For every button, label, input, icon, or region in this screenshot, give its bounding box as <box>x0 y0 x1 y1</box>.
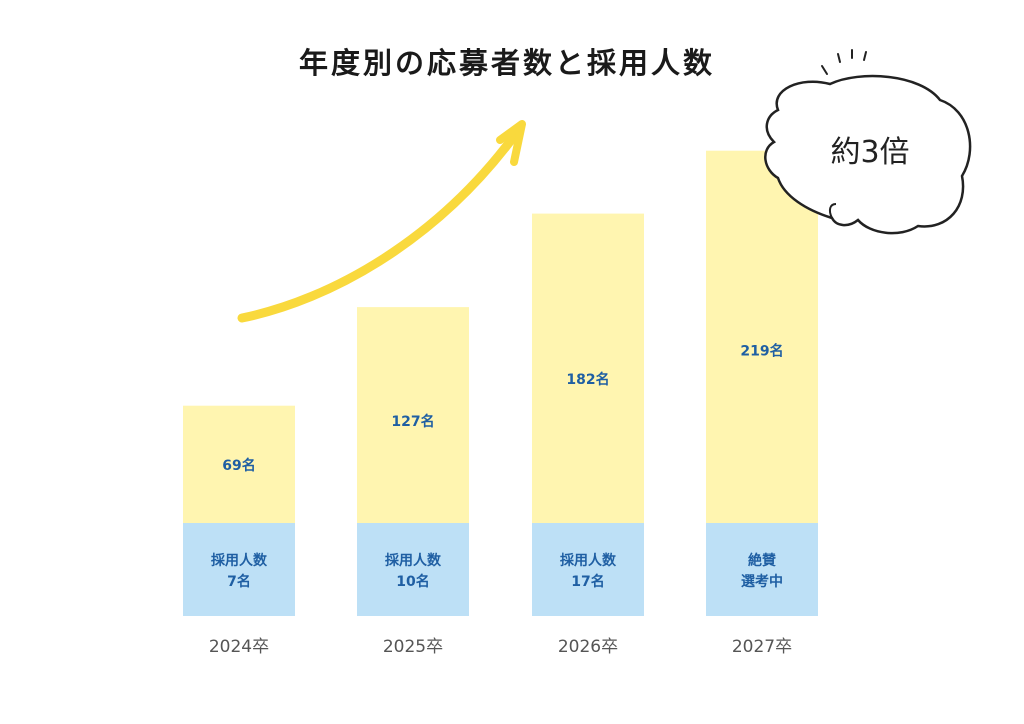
hires-bar <box>357 523 469 616</box>
applicants-data-label: 69名 <box>222 457 255 474</box>
applicants-bar <box>706 150 818 523</box>
hires-bar <box>183 523 295 616</box>
applicants-data-label: 219名 <box>740 342 783 359</box>
x-tick-label: 2027卒 <box>732 637 792 657</box>
hires-bar <box>532 523 644 616</box>
hires-data-label: 採用人数 <box>560 552 617 569</box>
growth-arrow-head-icon <box>496 120 526 166</box>
callout-text: 約3倍 <box>830 135 909 170</box>
decorations-group: 約3倍 <box>237 49 972 323</box>
growth-arrow-icon <box>237 123 525 323</box>
hires-bar <box>706 523 818 616</box>
applicants-data-label: 127名 <box>391 413 434 430</box>
chart-title: 年度別の応募者数と採用人数 <box>298 46 715 80</box>
applicants-bar <box>357 307 469 523</box>
applicants-bar <box>183 405 295 523</box>
hires-data-label: 採用人数 <box>385 552 442 569</box>
applicants-bar <box>532 213 644 523</box>
x-tick-label: 2024卒 <box>209 637 269 657</box>
hires-data-label: 採用人数 <box>211 552 268 569</box>
hires-data-label: 選考中 <box>741 573 783 590</box>
hires-data-label: 10名 <box>396 573 429 590</box>
speech-cloud-icon <box>764 74 972 235</box>
applicants-data-label: 182名 <box>566 371 609 388</box>
x-tick-label: 2026卒 <box>558 637 618 657</box>
hires-data-label: 絶賛 <box>748 552 777 569</box>
speech-cloud-tail-icon <box>828 203 837 219</box>
sparkle-icon <box>821 49 867 75</box>
x-tick-label: 2025卒 <box>383 637 443 657</box>
hires-data-label: 17名 <box>571 573 604 590</box>
hires-data-label: 7名 <box>227 573 251 590</box>
